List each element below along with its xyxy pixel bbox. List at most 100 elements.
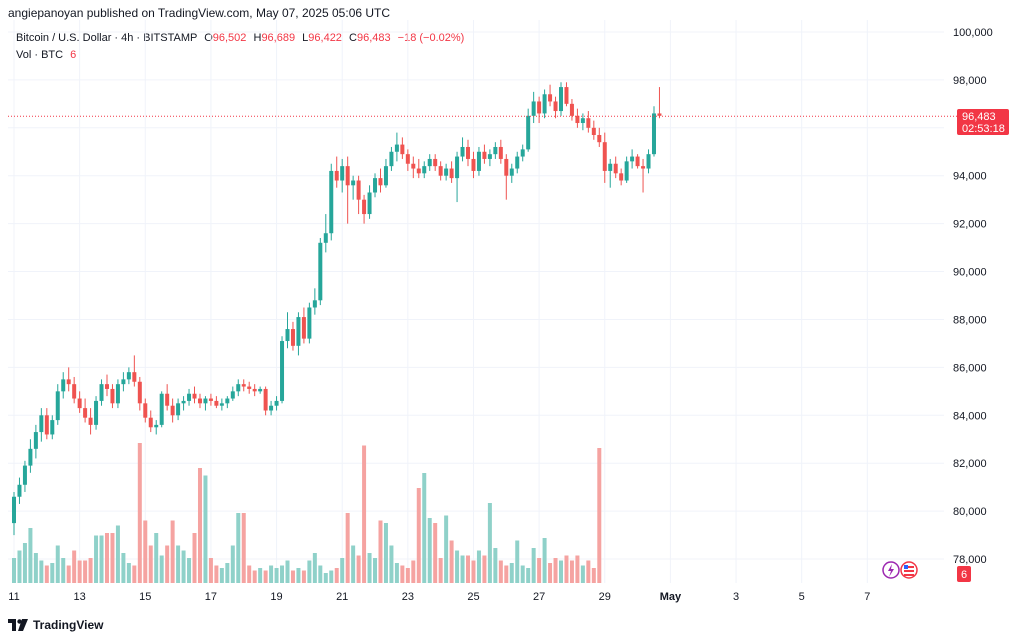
candle	[438, 161, 443, 181]
volume-bar	[394, 563, 399, 583]
candle	[340, 158, 345, 193]
candle	[154, 420, 159, 435]
time-tick-label: 27	[533, 591, 545, 603]
candle-body	[460, 146, 465, 157]
candle	[482, 144, 487, 164]
candle-body	[548, 94, 553, 102]
candle	[597, 127, 602, 147]
candle	[602, 132, 607, 183]
candle-body	[466, 146, 471, 159]
symbol-label[interactable]: Bitcoin / U.S. Dollar · 4h · BITSTAMP	[16, 32, 198, 44]
event-markers[interactable]	[882, 561, 918, 579]
candle	[247, 381, 252, 394]
volume-bar	[367, 553, 372, 583]
candle	[651, 106, 656, 157]
volume-bar	[438, 558, 443, 583]
candle	[165, 384, 170, 411]
volume-bar	[373, 558, 378, 583]
candle	[296, 312, 301, 356]
low-label: L	[302, 32, 309, 44]
price-axis[interactable]: 100,000 98,000 94,000 92,000 90,000 88,000 86,…	[953, 27, 993, 566]
candle-body	[630, 156, 635, 162]
volume-bar	[515, 540, 520, 583]
grid-lines	[8, 20, 944, 583]
candle-body	[504, 158, 509, 176]
candle-body	[559, 87, 563, 112]
volume-bar	[383, 523, 388, 583]
candle	[498, 139, 503, 164]
candle	[504, 154, 509, 200]
candle	[362, 194, 367, 224]
candle-body	[39, 415, 44, 433]
candle-body	[635, 156, 640, 167]
candle-body	[219, 403, 224, 406]
volume-bar	[115, 525, 120, 583]
candle	[471, 151, 476, 179]
volume-bar	[33, 553, 38, 583]
price-tick-label: 100,000	[953, 27, 993, 39]
volume-bar	[427, 518, 432, 583]
volume-bar	[307, 560, 312, 583]
candle	[608, 158, 613, 188]
volume-bar	[17, 550, 22, 583]
volume-bar	[132, 565, 137, 583]
volume-bar	[471, 560, 476, 583]
volume-bar	[66, 565, 71, 583]
volume-bar	[345, 513, 350, 583]
candle-body	[230, 391, 235, 399]
flag-stripe-icon	[904, 570, 914, 572]
volume-bar	[329, 570, 334, 583]
candle-body	[334, 170, 339, 181]
volume-bar	[236, 513, 241, 583]
candle	[181, 396, 186, 411]
candle-body	[405, 154, 410, 164]
candle-body	[296, 317, 301, 346]
volume-bar	[411, 560, 416, 583]
volume-bar	[569, 560, 574, 583]
volume-label[interactable]: Vol · BTC	[16, 49, 64, 61]
time-tick-label: 19	[270, 591, 282, 603]
volume-bar	[170, 520, 175, 583]
candle-body	[378, 178, 383, 186]
price-tick-label: 98,000	[953, 75, 987, 87]
time-tick-label: May	[660, 591, 682, 603]
candle	[44, 408, 49, 440]
candle-body	[312, 300, 317, 308]
ohlc-row: Bitcoin / U.S. Dollar · 4h · BITSTAMP O9…	[16, 30, 464, 47]
candle	[269, 400, 274, 416]
candle-body	[487, 154, 492, 159]
volume-bar	[258, 568, 263, 583]
flag-canton-icon	[904, 565, 908, 569]
candle	[230, 386, 235, 401]
candle	[110, 384, 115, 409]
candle	[416, 158, 421, 179]
candle	[219, 398, 224, 411]
candle-body	[132, 372, 137, 382]
bar-countdown: 02:53:18	[962, 123, 1005, 135]
volume-bar	[575, 555, 580, 583]
candle	[531, 91, 536, 124]
candle-body	[66, 379, 71, 385]
candle	[400, 137, 405, 159]
volume-bar	[449, 540, 454, 583]
volume-bar	[553, 558, 558, 583]
volume-bar	[39, 560, 44, 583]
volume-bar	[126, 563, 131, 583]
candle	[208, 393, 213, 406]
tradingview-brand[interactable]: TradingView	[8, 618, 103, 632]
candle	[159, 391, 164, 428]
candle-body	[208, 398, 213, 401]
volume-bar	[50, 563, 55, 583]
candle	[132, 355, 137, 387]
candle	[252, 384, 257, 397]
candle-body	[608, 163, 613, 171]
volume-bar	[225, 563, 230, 583]
price-tick-label: 80,000	[953, 506, 987, 518]
time-axis[interactable]: 11 13 15 17 19 21 23 25 27 29 May 3 5 7	[8, 591, 870, 603]
candle-body	[280, 341, 285, 401]
candle	[444, 163, 449, 181]
volume-bar	[121, 553, 126, 583]
time-tick-label: 7	[864, 591, 870, 603]
candle-body	[225, 398, 230, 404]
